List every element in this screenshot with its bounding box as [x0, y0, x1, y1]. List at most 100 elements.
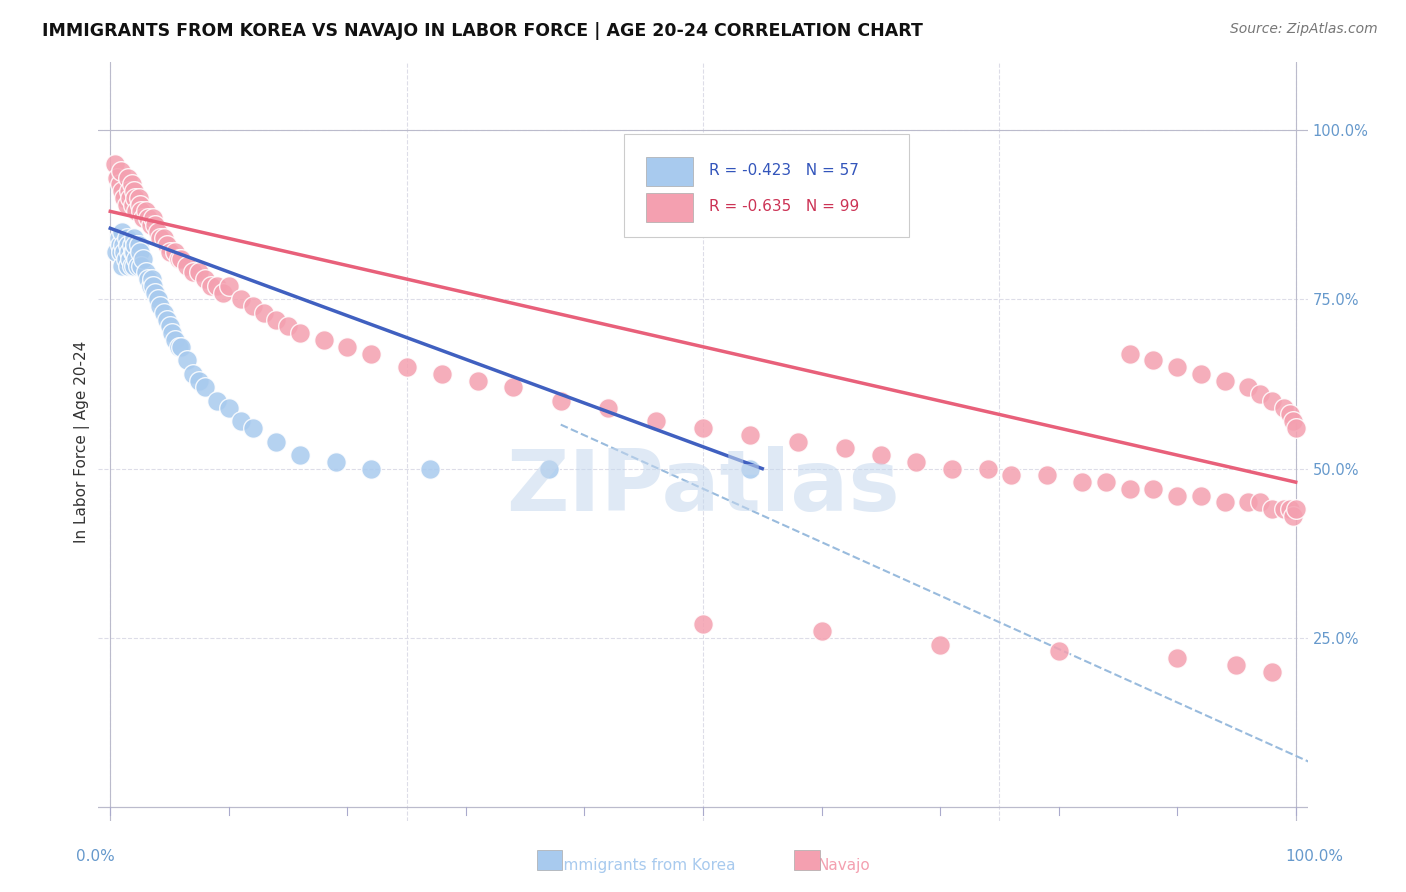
Point	[159, 244, 181, 259]
Point	[165, 333, 187, 347]
Point	[159, 319, 181, 334]
Point	[1285, 421, 1308, 435]
Point	[598, 401, 620, 415]
Point	[118, 184, 141, 198]
Point	[692, 421, 714, 435]
Point	[114, 191, 136, 205]
Point	[929, 638, 952, 652]
Point	[118, 244, 141, 259]
Point	[139, 218, 162, 232]
Point	[1237, 495, 1260, 509]
Point	[242, 421, 264, 435]
Point	[115, 197, 138, 211]
Point	[740, 427, 762, 442]
Point	[121, 197, 143, 211]
Point	[810, 624, 832, 639]
Text: 0.0%: 0.0%	[76, 849, 115, 864]
Text: ZIPatlas: ZIPatlas	[506, 445, 900, 529]
Point	[1282, 414, 1305, 428]
Point	[105, 170, 128, 185]
Point	[194, 272, 217, 286]
Text: R = -0.635   N = 99: R = -0.635 N = 99	[709, 199, 859, 214]
Point	[1285, 502, 1308, 516]
Point	[160, 326, 183, 341]
Point	[165, 244, 187, 259]
Point	[149, 299, 172, 313]
Point	[143, 285, 166, 300]
Point	[212, 285, 235, 300]
Point	[1225, 657, 1247, 672]
Point	[114, 244, 136, 259]
Point	[143, 218, 166, 232]
Point	[139, 278, 162, 293]
Point	[288, 326, 311, 341]
Point	[360, 461, 382, 475]
Text: IMMIGRANTS FROM KOREA VS NAVAJO IN LABOR FORCE | AGE 20-24 CORRELATION CHART: IMMIGRANTS FROM KOREA VS NAVAJO IN LABOR…	[42, 22, 924, 40]
Point	[170, 252, 193, 266]
Point	[360, 346, 382, 360]
Point	[1166, 360, 1188, 375]
Point	[167, 340, 190, 354]
Point	[229, 414, 252, 428]
Point	[288, 448, 311, 462]
Point	[264, 312, 287, 326]
Point	[1261, 665, 1284, 679]
Point	[537, 461, 560, 475]
Point	[1261, 502, 1284, 516]
Point	[188, 374, 211, 388]
Point	[114, 252, 136, 266]
Point	[550, 393, 572, 408]
FancyBboxPatch shape	[624, 135, 908, 236]
Point	[976, 461, 998, 475]
Point	[135, 265, 157, 279]
Point	[104, 157, 127, 171]
Point	[122, 231, 145, 245]
Point	[1249, 495, 1271, 509]
Point	[141, 272, 163, 286]
Point	[105, 244, 128, 259]
Point	[218, 401, 240, 415]
Point	[111, 259, 134, 273]
Point	[170, 340, 193, 354]
FancyBboxPatch shape	[647, 193, 693, 221]
Point	[218, 278, 240, 293]
Point	[167, 252, 190, 266]
Point	[135, 204, 157, 219]
Point	[146, 293, 169, 307]
Point	[117, 170, 139, 185]
Point	[869, 448, 891, 462]
Point	[125, 252, 148, 266]
Y-axis label: In Labor Force | Age 20-24: In Labor Force | Age 20-24	[75, 341, 90, 542]
Point	[127, 259, 149, 273]
Point	[1278, 408, 1301, 422]
Point	[325, 455, 347, 469]
Point	[149, 231, 172, 245]
Point	[152, 231, 174, 245]
Point	[253, 306, 276, 320]
Point	[467, 374, 489, 388]
Point	[129, 244, 152, 259]
Point	[136, 211, 159, 226]
Point	[264, 434, 287, 449]
Point	[181, 367, 204, 381]
Point	[644, 414, 666, 428]
Point	[108, 238, 131, 252]
Point	[152, 306, 174, 320]
Point	[121, 178, 143, 192]
Point	[1071, 475, 1094, 490]
Point	[117, 238, 139, 252]
Point	[111, 184, 134, 198]
Point	[107, 231, 129, 245]
FancyBboxPatch shape	[647, 157, 693, 186]
Point	[786, 434, 808, 449]
Point	[502, 380, 524, 394]
Point	[128, 238, 150, 252]
Point	[142, 211, 165, 226]
Point	[395, 360, 418, 375]
Point	[1213, 374, 1236, 388]
Text: Immigrants from Korea: Immigrants from Korea	[558, 858, 735, 873]
Point	[188, 265, 211, 279]
Point	[1036, 468, 1059, 483]
Point	[1282, 508, 1305, 523]
Point	[132, 252, 155, 266]
